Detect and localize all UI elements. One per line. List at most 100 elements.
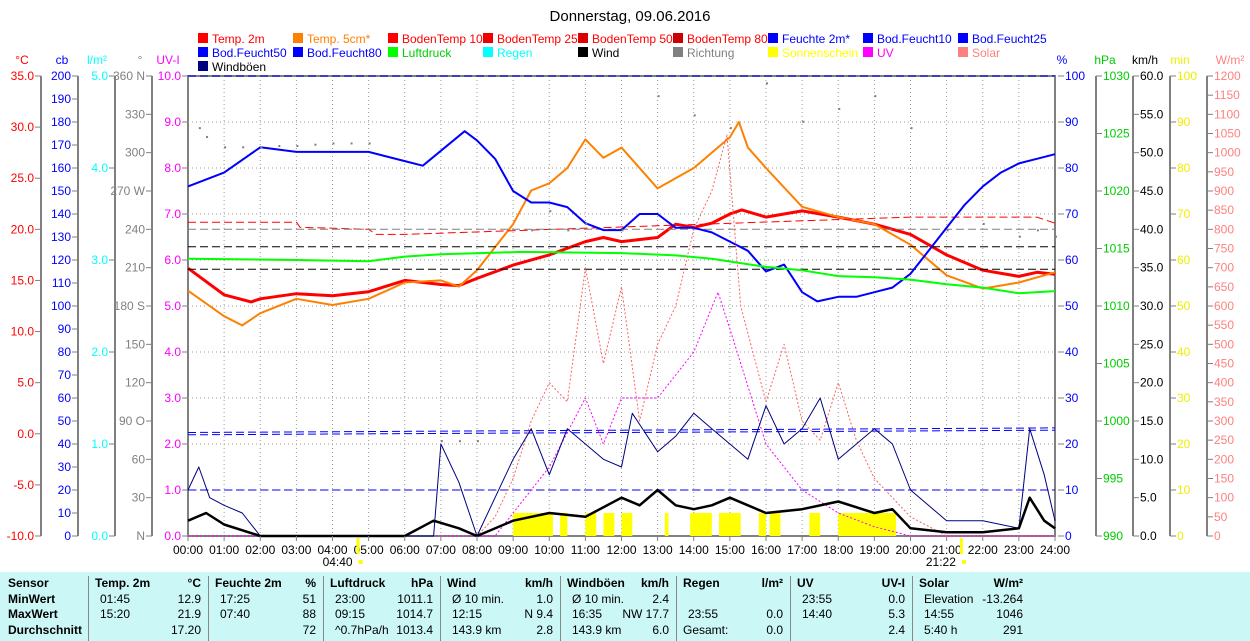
- axis-tick-label-solar: 0: [1214, 529, 1221, 543]
- axis-tick-label-press: 1020: [1103, 184, 1130, 198]
- legend-swatch: [198, 33, 208, 43]
- axis-tick-label-solar: 150: [1214, 472, 1234, 486]
- series-uv-line: [188, 291, 1055, 537]
- table-cell-time: Gesamt:: [683, 622, 729, 637]
- axis-tick-label-sun: 80: [1177, 161, 1191, 175]
- legend-swatch: [958, 33, 968, 43]
- series-richtung-point: [802, 120, 805, 123]
- axis-tick-label-solar: 1000: [1214, 146, 1241, 160]
- legend-swatch: [863, 33, 873, 43]
- series-richtung-point: [982, 222, 985, 225]
- table-cell-value: 12.9: [177, 591, 201, 606]
- table-group-wind: Wind km/h Ø 10 min. 1.0 12:15 N 9.4 143.9 km 2.…: [440, 576, 561, 641]
- axis-tick-label-temp: 5.0: [17, 376, 34, 390]
- axis-tick-label-cb: 200: [51, 69, 71, 83]
- legend-swatch: [293, 47, 303, 57]
- axis-tick-label-press: 995: [1103, 472, 1123, 486]
- x-tick-label: 22:00: [968, 543, 998, 557]
- column-unit: UV-I: [881, 576, 905, 590]
- table-cell-value: [677, 592, 783, 607]
- axis-unit-rain: l/m²: [87, 53, 107, 67]
- column-header: Feuchte 2m: [215, 576, 282, 590]
- axis-tick-label-hum: 20: [1065, 437, 1079, 451]
- series-richtung-point: [621, 229, 624, 232]
- axis-tick-label-cb: 20: [58, 483, 72, 497]
- axis-tick-label-solar: 1050: [1214, 127, 1241, 141]
- x-tick-label: 08:00: [462, 543, 492, 557]
- axis-unit-wind: km/h: [1132, 53, 1158, 67]
- legend-label: Richtung: [687, 46, 734, 60]
- series-richtung-point: [567, 229, 570, 232]
- column-header: Luftdruck: [330, 576, 386, 590]
- column-header: Temp. 2m: [95, 576, 151, 590]
- table-cell-time: 17:25: [220, 591, 251, 606]
- legend-swatch: [958, 47, 968, 57]
- table-group-luftdruck: Luftdruck hPa 23:00 1011.1 09:15 1014.7 ^0.7hP…: [323, 576, 441, 641]
- column-header: Windböen: [567, 576, 625, 590]
- x-tick-label: 23:00: [1004, 543, 1034, 557]
- series-richtung-point: [440, 440, 443, 443]
- axis-tick-label-cb: 90: [58, 322, 72, 336]
- axis-tick-label-press: 990: [1103, 529, 1123, 543]
- column-unit: km/h: [640, 576, 669, 590]
- series-richtung-point: [224, 146, 227, 149]
- axis-tick-label-solar: 600: [1214, 299, 1234, 313]
- table-cell-value: 17.20: [170, 622, 201, 637]
- x-tick-label: 07:00: [426, 543, 456, 557]
- table-cell-value: 291: [1002, 622, 1023, 637]
- axis-tick-label-uv: 6.0: [164, 253, 181, 267]
- axis-tick-label-dir: 240: [125, 222, 145, 236]
- sunshine-bar: [769, 513, 781, 536]
- axis-tick-label-sun: 10: [1177, 483, 1191, 497]
- series-richtung-point: [874, 95, 877, 98]
- series-richtung-point: [766, 82, 768, 85]
- legend-label: Bod.Feucht80: [307, 46, 382, 60]
- axis-tick-label-dir: 90 O: [119, 414, 145, 428]
- table-cell-value: 5.3: [888, 607, 905, 621]
- legend-swatch: [388, 33, 398, 43]
- axis-tick-label-sun: 100: [1177, 69, 1197, 83]
- series-richtung-point: [332, 142, 335, 145]
- legend-label: Bod.Feucht10: [877, 32, 952, 46]
- axis-tick-label-cb: 50: [58, 414, 72, 428]
- table-cell-value: 1013.4: [396, 622, 433, 637]
- axis-tick-label-wind: 10.0: [1140, 452, 1164, 466]
- sunset-icon: [961, 560, 966, 564]
- axis-tick-label-solar: 650: [1214, 280, 1234, 294]
- table-cell-value: NW 17.7: [622, 607, 669, 621]
- series-richtung-point: [585, 222, 588, 225]
- axis-tick-label-uv: 4.0: [164, 345, 181, 359]
- series-temp-2m-line: [187, 208, 1056, 304]
- legend-label: BodenTemp 50: [592, 32, 673, 46]
- axis-tick-label-solar: 1100: [1214, 107, 1240, 121]
- grid: [188, 76, 1055, 536]
- axis-tick-label-temp: 10.0: [11, 325, 35, 339]
- series-bod-feucht25-line: [187, 427, 1056, 433]
- sunset-label: 21:22: [926, 555, 956, 569]
- legend-swatch: [673, 47, 683, 57]
- axis-tick-label-solar: 100: [1214, 491, 1234, 505]
- axis-tick-label-press: 1005: [1103, 357, 1130, 371]
- table-cell-value: 1011.1: [397, 591, 433, 606]
- sunset-marker: [959, 538, 963, 554]
- axis-tick-label-cb: 150: [51, 184, 71, 198]
- series-richtung-point: [531, 229, 534, 232]
- axis-tick-label-rain: 2.0: [91, 345, 108, 359]
- axis-tick-label-sun: 20: [1177, 437, 1191, 451]
- series-richtung-point: [1036, 229, 1039, 232]
- column-unit: km/h: [524, 576, 553, 590]
- axis-tick-label-wind: 30.0: [1140, 299, 1164, 313]
- axis-tick-label-cb: 160: [51, 161, 71, 175]
- x-tick-label: 16:00: [751, 543, 781, 557]
- axis-tick-label-temp: 35.0: [11, 69, 35, 83]
- legend-label: UV: [877, 46, 894, 60]
- axis-tick-label-press: 1015: [1103, 242, 1130, 256]
- column-header: Solar: [919, 576, 950, 590]
- x-tick-label: 18:00: [823, 543, 853, 557]
- axes: °C 35.0 30.0 25.0 20.0 15.0 10.0 5.0 0.0 -5.0 -10.…: [7, 53, 1245, 543]
- column-header: Wind: [447, 576, 477, 590]
- statistics-table: Sensor MinWert MaxWert Durchschnitt Temp. 2m…: [0, 572, 1250, 641]
- sunshine-bar: [560, 513, 568, 536]
- legend-label: Solar: [972, 46, 1000, 60]
- legend-swatch: [578, 47, 588, 57]
